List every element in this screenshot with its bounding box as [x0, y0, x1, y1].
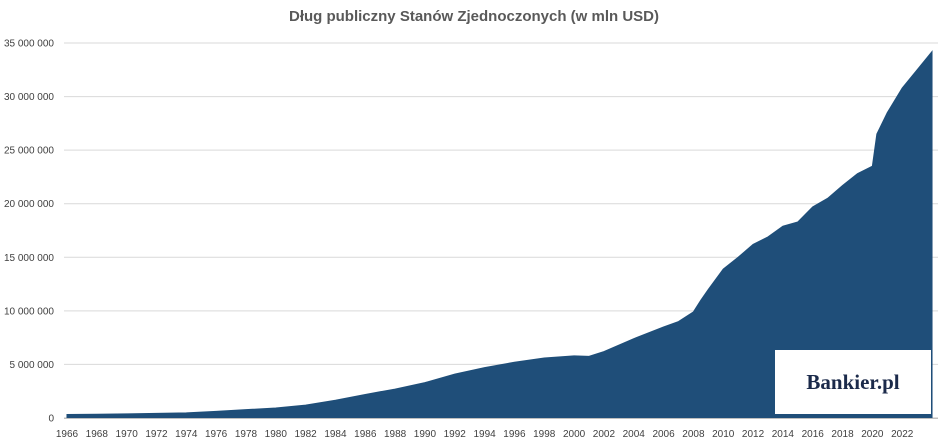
- x-tick-label: 2006: [652, 429, 675, 440]
- x-tick-label: 1976: [205, 429, 228, 440]
- x-tick-label: 1992: [444, 429, 467, 440]
- y-tick-label: 30 000 000: [4, 92, 54, 103]
- x-tick-label: 2014: [772, 429, 795, 440]
- x-tick-label: 1966: [56, 429, 79, 440]
- x-tick-label: 1988: [384, 429, 407, 440]
- x-tick-label: 1990: [414, 429, 437, 440]
- y-tick-label: 10 000 000: [4, 306, 54, 317]
- debt-area: [66, 50, 933, 419]
- y-tick-label: 20 000 000: [4, 199, 54, 210]
- x-tick-label: 2004: [623, 429, 646, 440]
- x-tick-label: 2008: [682, 429, 705, 440]
- y-tick-label: 5 000 000: [10, 360, 55, 371]
- x-tick-label: 1974: [175, 429, 198, 440]
- x-tick-label: 2016: [802, 429, 825, 440]
- x-tick-label: 1996: [503, 429, 526, 440]
- x-tick-label: 2012: [742, 429, 765, 440]
- x-tick-label: 2002: [593, 429, 616, 440]
- x-tick-label: 1982: [294, 429, 317, 440]
- x-tick-label: 1970: [116, 429, 139, 440]
- x-tick-label: 1968: [86, 429, 109, 440]
- y-tick-label: 35 000 000: [4, 39, 54, 50]
- x-tick-label: 1972: [145, 429, 168, 440]
- y-tick-label: 0: [48, 414, 54, 425]
- x-tick-label: 1998: [533, 429, 556, 440]
- chart-title: Dług publiczny Stanów Zjednoczonych (w m…: [288, 8, 659, 25]
- y-tick-label: 15 000 000: [4, 253, 54, 264]
- x-tick-label: 1986: [354, 429, 377, 440]
- x-tick-label: 1980: [265, 429, 288, 440]
- x-tick-label: 2020: [861, 429, 884, 440]
- bankier-logo: Bankier.pl: [775, 350, 931, 414]
- x-tick-label: 1994: [473, 429, 496, 440]
- x-tick-label: 2010: [712, 429, 735, 440]
- y-tick-label: 25 000 000: [4, 146, 54, 157]
- x-tick-label: 1978: [235, 429, 258, 440]
- x-tick-label: 2022: [891, 429, 914, 440]
- x-tick-label: 2000: [563, 429, 586, 440]
- x-tick-label: 2018: [831, 429, 854, 440]
- bankier-logo-text: Bankier.pl: [806, 369, 900, 394]
- x-tick-label: 1984: [324, 429, 347, 440]
